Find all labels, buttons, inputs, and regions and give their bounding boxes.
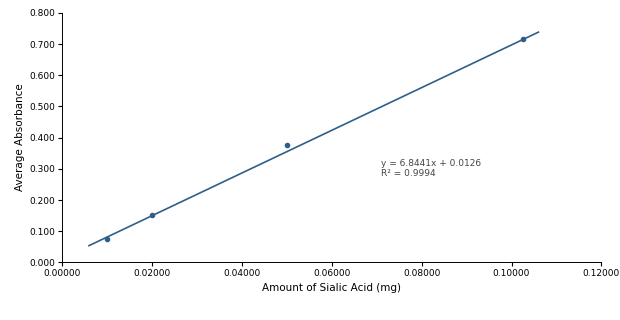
X-axis label: Amount of Sialic Acid (mg): Amount of Sialic Acid (mg) bbox=[262, 283, 401, 292]
Text: y = 6.8441x + 0.0126
R² = 0.9994: y = 6.8441x + 0.0126 R² = 0.9994 bbox=[381, 159, 481, 179]
Y-axis label: Average Absorbance: Average Absorbance bbox=[15, 84, 25, 191]
